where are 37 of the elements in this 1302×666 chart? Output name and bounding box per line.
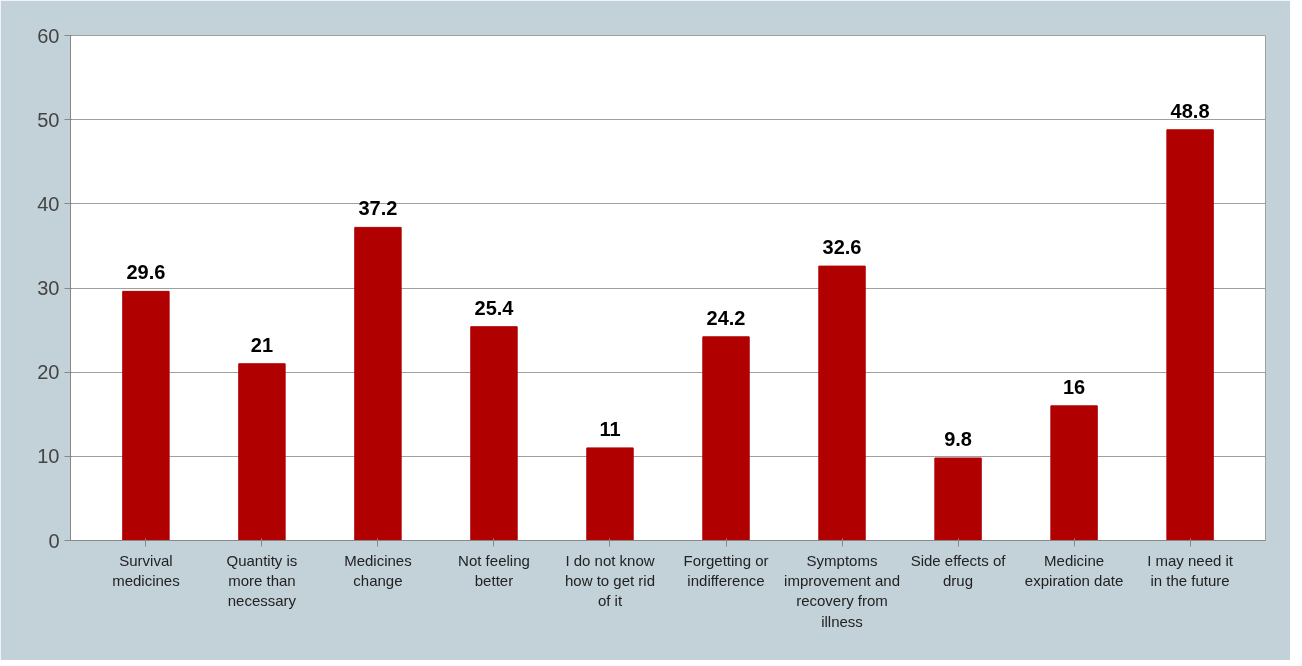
x-tick-label: I do not know how to get rid of it <box>564 551 656 610</box>
bar <box>354 226 402 541</box>
data-label: 21 <box>250 333 274 356</box>
bar <box>818 265 866 541</box>
x-tick-label: Medicine expiration date <box>1024 551 1124 589</box>
data-label: 24.2 <box>706 306 746 329</box>
bar <box>1050 405 1098 541</box>
bar <box>586 447 634 541</box>
y-tick-label: 10 <box>37 445 60 468</box>
data-label: 11 <box>599 417 621 440</box>
y-tick-label: 40 <box>37 192 60 215</box>
data-label: 32.6 <box>822 236 862 259</box>
data-label: 9.8 <box>944 428 972 451</box>
data-label: 37.2 <box>358 197 398 220</box>
x-tick-label: Symptoms improvement and recovery from illness <box>784 551 900 630</box>
y-tick-label: 60 <box>37 24 60 47</box>
data-label: 25.4 <box>474 296 515 319</box>
x-tick-label: Medicines change <box>344 551 412 589</box>
bar <box>1166 129 1214 541</box>
x-tick-label: Quantity is more than necessary <box>226 551 298 610</box>
x-tick-label: Survival medicines <box>112 551 180 589</box>
y-tick-label: 0 <box>48 529 60 552</box>
bar <box>470 326 518 541</box>
bar <box>934 457 982 541</box>
data-label: 16 <box>1062 375 1086 398</box>
x-tick-label: Side effects of drug <box>910 551 1007 589</box>
data-label: 48.8 <box>1170 99 1210 122</box>
data-label: 29.6 <box>126 261 166 284</box>
bar <box>238 363 286 541</box>
bar <box>702 336 750 541</box>
bar <box>122 290 170 541</box>
x-tick-label: Not feeling better <box>458 551 530 589</box>
y-tick-label: 30 <box>37 277 60 299</box>
x-tick-label: I may need it in the future <box>1147 551 1234 589</box>
y-tick-label: 50 <box>37 108 60 131</box>
x-tick-label: Forgetting or indifference <box>683 551 769 589</box>
y-tick-label: 20 <box>37 361 60 384</box>
